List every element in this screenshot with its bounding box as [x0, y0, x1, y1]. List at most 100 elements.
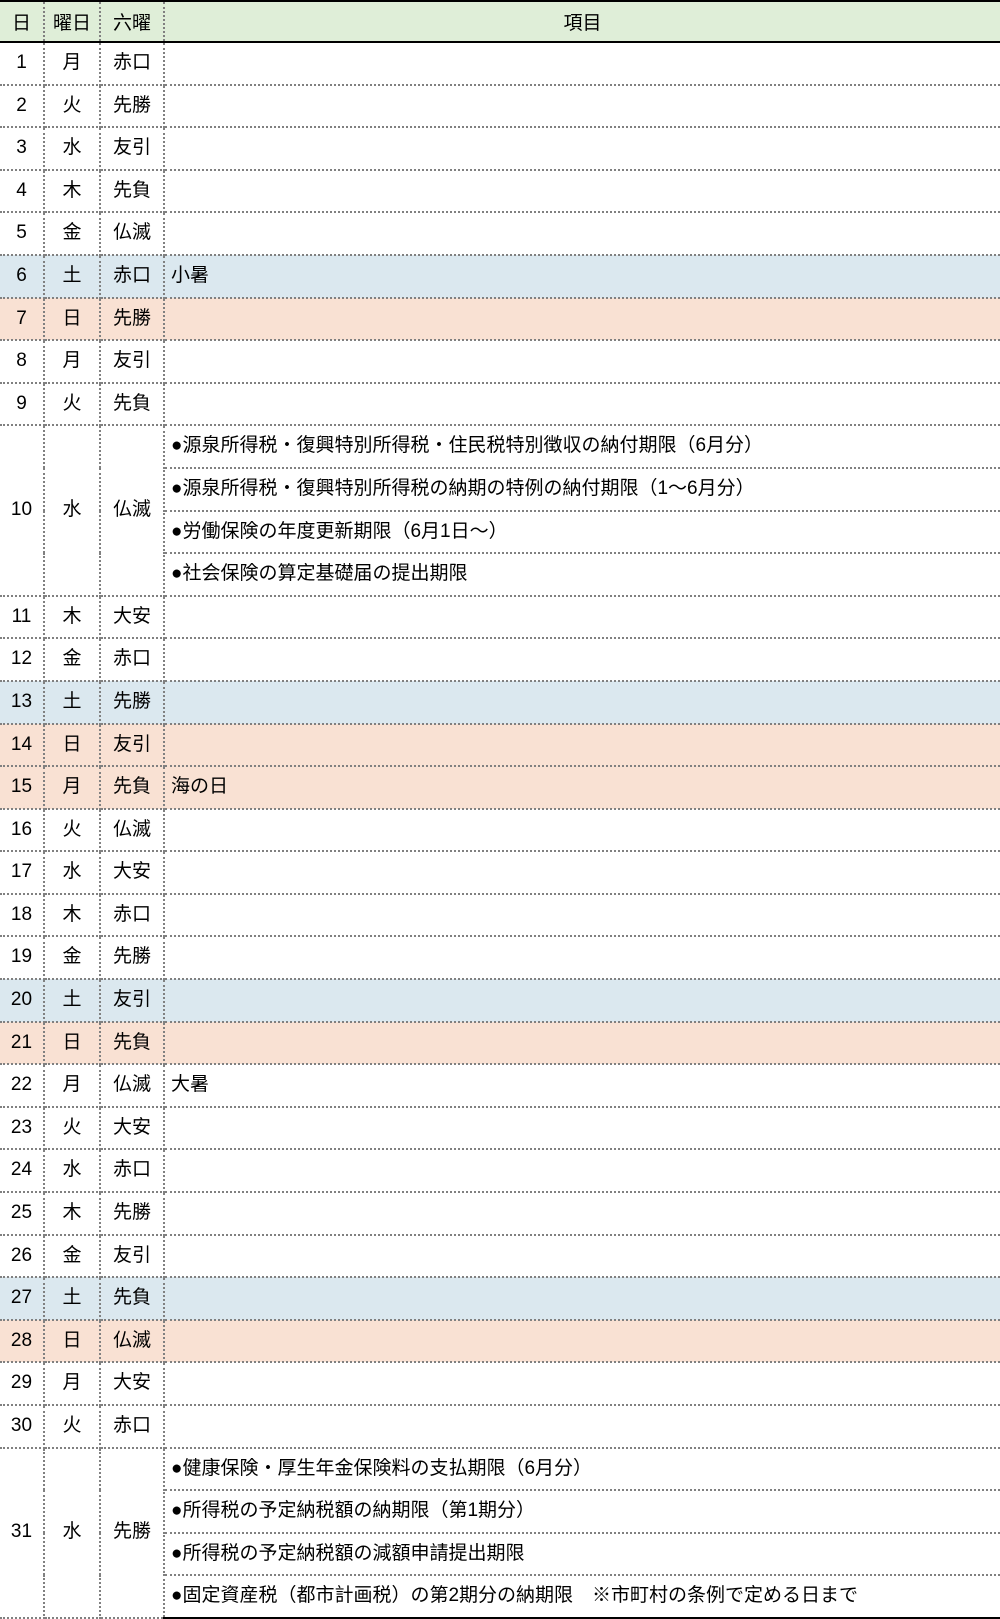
cell-item: 海の日 — [164, 766, 1000, 809]
cell-day: 2 — [0, 85, 44, 128]
cell-weekday: 木 — [44, 1192, 100, 1235]
table-row: 3水友引 — [0, 127, 1000, 170]
cell-weekday: 日 — [44, 298, 100, 341]
table-row: 5金仏滅 — [0, 212, 1000, 255]
cell-item — [164, 298, 1000, 341]
cell-day: 12 — [0, 638, 44, 681]
calendar-body: 1月赤口2火先勝3水友引4木先負5金仏滅6土赤口小暑7日先勝8月友引9火先負10… — [0, 42, 1000, 1618]
table-row: 19金先勝 — [0, 936, 1000, 979]
cell-day: 21 — [0, 1022, 44, 1065]
table-row: 15月先負海の日 — [0, 766, 1000, 809]
cell-item — [164, 1022, 1000, 1065]
cell-day: 15 — [0, 766, 44, 809]
cell-rokuyou: 友引 — [100, 1235, 164, 1278]
cell-weekday: 火 — [44, 383, 100, 426]
cell-weekday: 火 — [44, 1405, 100, 1448]
cell-item — [164, 1192, 1000, 1235]
cell-rokuyou: 赤口 — [100, 894, 164, 937]
cell-day: 6 — [0, 255, 44, 298]
cell-weekday: 木 — [44, 894, 100, 937]
cell-weekday: 月 — [44, 1362, 100, 1405]
cell-weekday: 月 — [44, 42, 100, 85]
cell-day: 27 — [0, 1277, 44, 1320]
table-row: 16火仏滅 — [0, 809, 1000, 852]
cell-item — [164, 340, 1000, 383]
cell-rokuyou: 大安 — [100, 1362, 164, 1405]
table-row: 4木先負 — [0, 170, 1000, 213]
cell-weekday: 火 — [44, 809, 100, 852]
cell-rokuyou: 友引 — [100, 127, 164, 170]
cell-day: 13 — [0, 681, 44, 724]
cell-weekday: 水 — [44, 1448, 100, 1618]
cell-item — [164, 851, 1000, 894]
table-row: 13土先勝 — [0, 681, 1000, 724]
table-row: 28日仏滅 — [0, 1320, 1000, 1363]
table-row: 27土先負 — [0, 1277, 1000, 1320]
table-row: 21日先負 — [0, 1022, 1000, 1065]
cell-item — [164, 1405, 1000, 1448]
table-row: 26金友引 — [0, 1235, 1000, 1278]
cell-weekday: 水 — [44, 127, 100, 170]
cell-item — [164, 383, 1000, 426]
cell-rokuyou: 先負 — [100, 383, 164, 426]
table-row: 6土赤口小暑 — [0, 255, 1000, 298]
cell-rokuyou: 仏滅 — [100, 1064, 164, 1107]
cell-weekday: 水 — [44, 425, 100, 595]
cell-day: 24 — [0, 1149, 44, 1192]
cell-item: ●労働保険の年度更新期限（6月1日〜） — [164, 511, 1000, 554]
table-row: 29月大安 — [0, 1362, 1000, 1405]
cell-rokuyou: 先勝 — [100, 681, 164, 724]
cell-item — [164, 1149, 1000, 1192]
table-row: 20土友引 — [0, 979, 1000, 1022]
table-row: 17水大安 — [0, 851, 1000, 894]
cell-weekday: 土 — [44, 255, 100, 298]
cell-rokuyou: 先勝 — [100, 298, 164, 341]
cell-day: 28 — [0, 1320, 44, 1363]
cell-item — [164, 724, 1000, 767]
cell-rokuyou: 先勝 — [100, 936, 164, 979]
cell-weekday: 日 — [44, 1320, 100, 1363]
cell-weekday: 金 — [44, 936, 100, 979]
cell-day: 23 — [0, 1107, 44, 1150]
cell-day: 31 — [0, 1448, 44, 1618]
cell-rokuyou: 先勝 — [100, 1448, 164, 1618]
cell-item: ●社会保険の算定基礎届の提出期限 — [164, 553, 1000, 596]
cell-day: 20 — [0, 979, 44, 1022]
cell-rokuyou: 先勝 — [100, 1192, 164, 1235]
cell-rokuyou: 先負 — [100, 170, 164, 213]
cell-item — [164, 1320, 1000, 1363]
cell-rokuyou: 仏滅 — [100, 809, 164, 852]
cell-weekday: 日 — [44, 1022, 100, 1065]
cell-day: 5 — [0, 212, 44, 255]
cell-day: 10 — [0, 425, 44, 595]
cell-rokuyou: 先勝 — [100, 85, 164, 128]
cell-item: ●源泉所得税・復興特別所得税・住民税特別徴収の納付期限（6月分） — [164, 425, 1000, 468]
cell-rokuyou: 赤口 — [100, 255, 164, 298]
cell-item: ●健康保険・厚生年金保険料の支払期限（6月分） — [164, 1448, 1000, 1491]
cell-weekday: 金 — [44, 1235, 100, 1278]
cell-rokuyou: 友引 — [100, 979, 164, 1022]
cell-rokuyou: 仏滅 — [100, 1320, 164, 1363]
cell-item: 小暑 — [164, 255, 1000, 298]
cell-weekday: 日 — [44, 724, 100, 767]
table-row: 24水赤口 — [0, 1149, 1000, 1192]
cell-weekday: 土 — [44, 1277, 100, 1320]
cell-rokuyou: 大安 — [100, 596, 164, 639]
cell-weekday: 土 — [44, 979, 100, 1022]
cell-rokuyou: 赤口 — [100, 638, 164, 681]
cell-item — [164, 809, 1000, 852]
cell-item: ●源泉所得税・復興特別所得税の納期の特例の納付期限（1〜6月分） — [164, 468, 1000, 511]
cell-rokuyou: 友引 — [100, 724, 164, 767]
header-rokuyou: 六曜 — [100, 1, 164, 42]
table-row: 9火先負 — [0, 383, 1000, 426]
cell-day: 7 — [0, 298, 44, 341]
cell-day: 26 — [0, 1235, 44, 1278]
cell-weekday: 月 — [44, 1064, 100, 1107]
cell-day: 9 — [0, 383, 44, 426]
cell-rokuyou: 先負 — [100, 1277, 164, 1320]
cell-rokuyou: 大安 — [100, 1107, 164, 1150]
cell-weekday: 月 — [44, 766, 100, 809]
cell-item — [164, 85, 1000, 128]
header-row: 日 曜日 六曜 項目 — [0, 1, 1000, 42]
cell-weekday: 火 — [44, 1107, 100, 1150]
